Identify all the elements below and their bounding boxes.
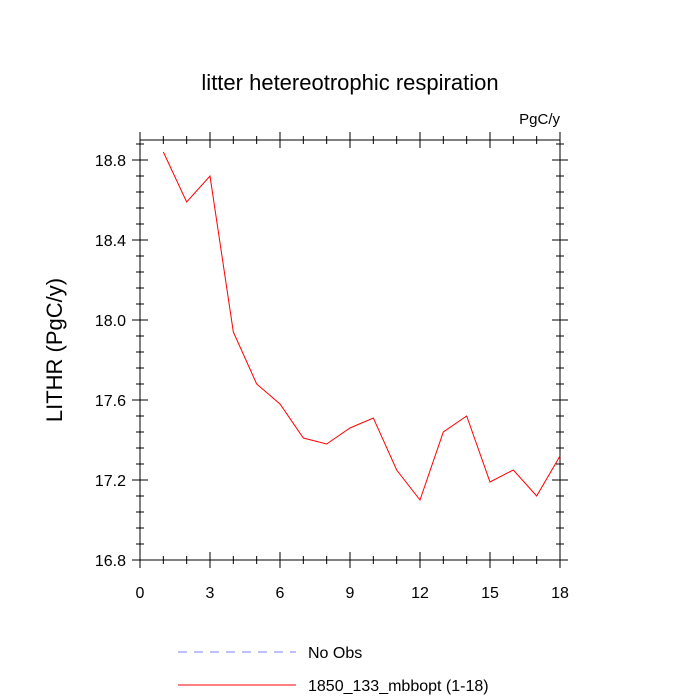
- y-tick-label: 17.2: [95, 473, 126, 490]
- legend: No Obs 1850_133_mbbopt (1-18): [178, 645, 489, 695]
- y-tick-label: 18.8: [95, 153, 126, 170]
- series-line: [162, 151, 561, 502]
- plot-frame: [139, 139, 561, 561]
- series-layer: [162, 151, 561, 502]
- y-tick-label: 18.0: [95, 313, 126, 330]
- x-tick-label: 9: [346, 585, 355, 602]
- x-tick-label: 18: [551, 585, 569, 602]
- legend-label: 1850_133_mbbopt (1-18): [308, 678, 489, 695]
- x-tick-label: 3: [206, 585, 215, 602]
- x-tick-label: 6: [276, 585, 285, 602]
- x-tick-label: 12: [411, 585, 429, 602]
- y-tick-label: 18.4: [95, 233, 126, 250]
- y-tick-label: 16.8: [95, 553, 126, 570]
- y-axis-label: LITHR (PgC/y): [42, 278, 67, 422]
- y-tick-label: 17.6: [95, 393, 126, 410]
- x-tick-label: 15: [481, 585, 499, 602]
- x-tick-label: 0: [136, 585, 145, 602]
- chart-title: litter hetereotrophic respiration: [201, 70, 498, 95]
- legend-label: No Obs: [308, 645, 362, 662]
- axis-tick-labels: 0 3 6 9 12 15 18 16.8 17.2 17.6 18.0 18.4 18.8: [95, 153, 569, 602]
- units-label: PgC/y: [519, 111, 560, 128]
- axis-ticks: [132, 132, 568, 568]
